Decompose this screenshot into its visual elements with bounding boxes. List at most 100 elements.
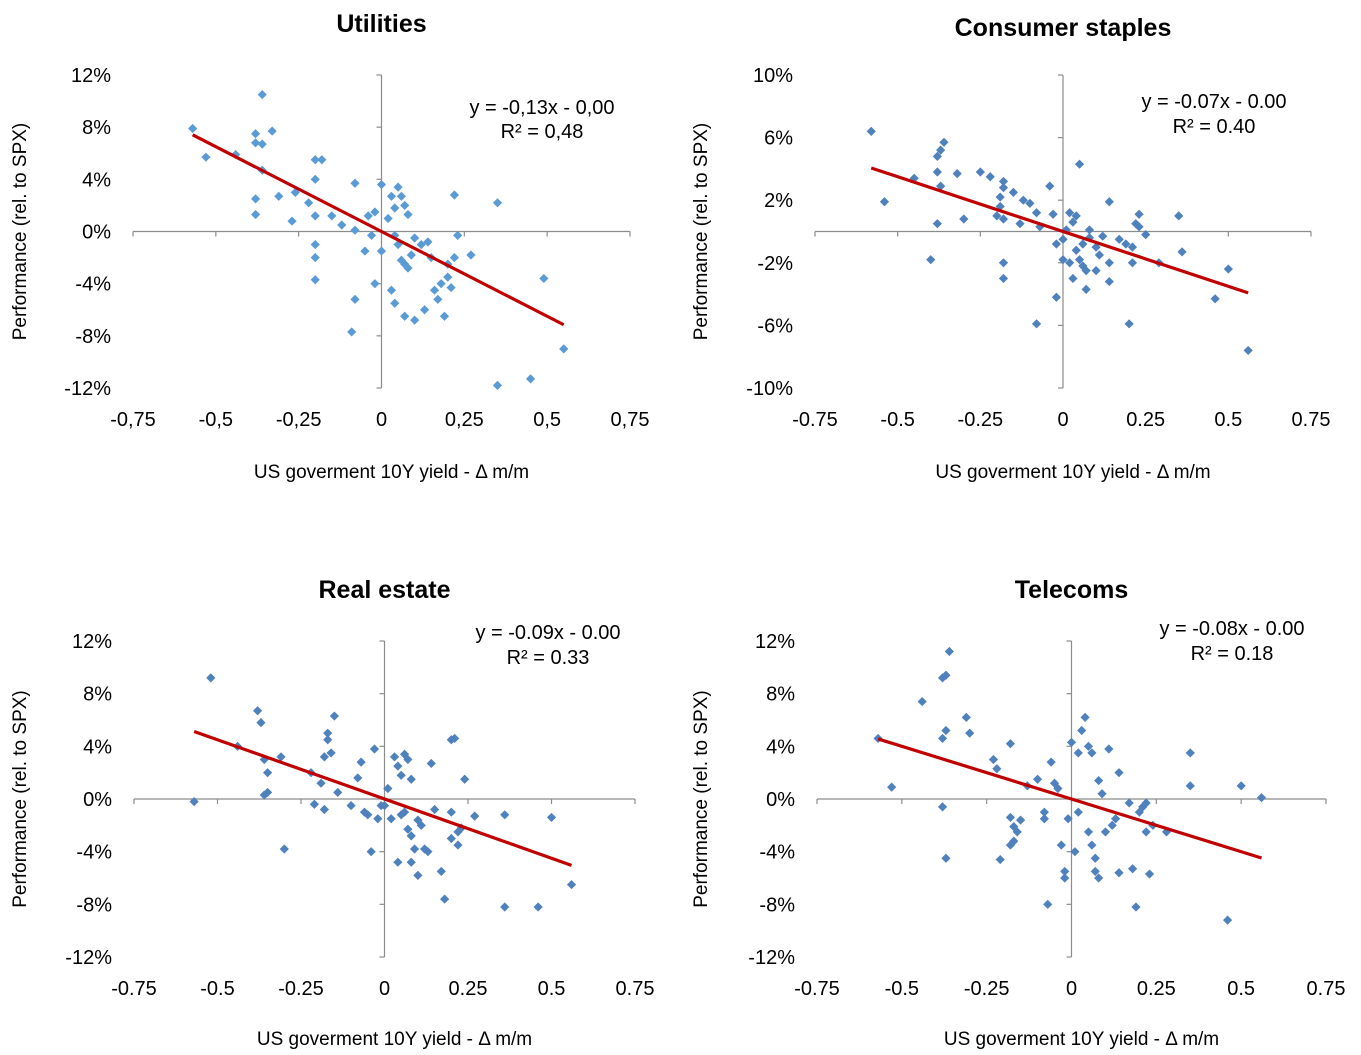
data-point <box>460 774 470 784</box>
y-tick-label: 0% <box>83 789 112 811</box>
data-point <box>985 172 995 182</box>
data-point <box>995 192 1005 202</box>
data-point <box>399 807 410 817</box>
data-point <box>936 145 946 155</box>
data-point <box>1104 744 1114 754</box>
x-tick-label: -0.25 <box>964 978 1010 1000</box>
data-point <box>256 718 266 728</box>
data-point <box>430 804 440 815</box>
data-point <box>1127 242 1138 252</box>
y-tick-label: 12% <box>755 631 795 653</box>
data-point <box>436 279 446 289</box>
data-point <box>446 833 456 844</box>
data-point <box>1124 319 1134 329</box>
data-point <box>1081 266 1091 276</box>
data-point <box>1046 757 1056 767</box>
data-point <box>526 374 536 384</box>
chart-real-estate: Real estate 12% 8% 4% 0% -4% -8% -12% -0.75 -0.5 -… <box>10 576 654 1050</box>
data-point <box>1073 807 1083 817</box>
data-point <box>373 814 383 824</box>
data-point <box>1111 814 1121 824</box>
data-point <box>1127 258 1138 268</box>
r-squared-label: R² = 0,48 <box>501 121 584 143</box>
x-axis-label: US goverment 10Y yield - Δ m/m <box>935 462 1210 483</box>
data-point <box>500 902 510 912</box>
data-point <box>1084 225 1095 235</box>
y-tick-label: -8% <box>75 326 111 348</box>
data-point <box>1039 814 1049 824</box>
data-point <box>998 258 1009 268</box>
data-point <box>252 706 263 716</box>
y-tick-label: -4% <box>75 274 111 296</box>
data-point <box>1174 211 1184 221</box>
data-point <box>403 824 413 834</box>
data-point <box>1104 258 1114 268</box>
data-point <box>1104 276 1114 287</box>
regression-equation: y = -0,13x - 0,00 <box>469 97 614 119</box>
y-tick-label: -12% <box>64 378 111 400</box>
y-tick-label: 6% <box>764 128 793 150</box>
data-point <box>466 250 476 260</box>
y-tick-label: -4% <box>76 842 112 864</box>
data-point <box>1032 774 1043 784</box>
data-point <box>250 209 261 220</box>
data-point <box>1077 725 1087 736</box>
data-point <box>1073 748 1083 758</box>
data-point <box>250 129 261 139</box>
data-point <box>1236 781 1246 791</box>
x-tick-label: -0.5 <box>880 409 914 431</box>
trend-line <box>870 166 1249 295</box>
data-point <box>1015 219 1025 229</box>
x-tick-label: 0 <box>379 978 390 1000</box>
data-point <box>887 782 897 792</box>
data-point <box>310 275 320 285</box>
y-tick-label: -10% <box>746 378 793 400</box>
data-point <box>1031 208 1042 218</box>
y-tick-label: 8% <box>82 117 111 139</box>
data-point <box>353 773 363 783</box>
data-point <box>188 123 198 134</box>
data-point <box>376 246 387 256</box>
data-point <box>413 870 423 880</box>
data-point <box>998 176 1009 187</box>
data-point <box>992 211 1002 221</box>
data-point <box>1243 345 1253 356</box>
data-point <box>386 191 397 201</box>
data-point <box>1210 294 1220 304</box>
data-point <box>1094 250 1104 260</box>
data-point <box>975 167 985 177</box>
data-point <box>366 230 377 241</box>
data-point <box>1071 245 1081 255</box>
data-point <box>917 696 927 707</box>
regression-equation: y = -0.08x - 0.00 <box>1159 618 1304 640</box>
data-point <box>1063 814 1073 824</box>
data-point <box>263 768 273 778</box>
data-point <box>1185 748 1195 758</box>
data-point <box>932 219 942 229</box>
data-point <box>1097 789 1107 799</box>
data-point <box>1114 768 1124 778</box>
x-tick-label: 0.25 <box>449 978 488 1000</box>
data-point <box>390 298 400 308</box>
data-point <box>370 279 380 289</box>
data-point <box>396 191 406 201</box>
x-tick-label: 0.5 <box>1214 409 1242 431</box>
data-point <box>346 800 356 811</box>
y-tick-label: 10% <box>753 65 793 87</box>
data-point <box>961 712 971 722</box>
data-point <box>1065 258 1075 268</box>
data-point <box>406 774 416 784</box>
x-tick-label: 0.5 <box>538 978 566 1000</box>
data-point <box>1074 255 1085 265</box>
data-point <box>937 733 948 744</box>
data-point <box>1144 869 1155 879</box>
data-point <box>287 216 297 226</box>
data-point <box>393 182 403 192</box>
data-point <box>250 194 261 204</box>
data-point <box>1012 827 1022 837</box>
data-point <box>1058 234 1068 244</box>
data-point <box>939 137 949 147</box>
data-point <box>396 770 406 780</box>
data-point <box>310 174 320 184</box>
data-point <box>267 126 277 136</box>
